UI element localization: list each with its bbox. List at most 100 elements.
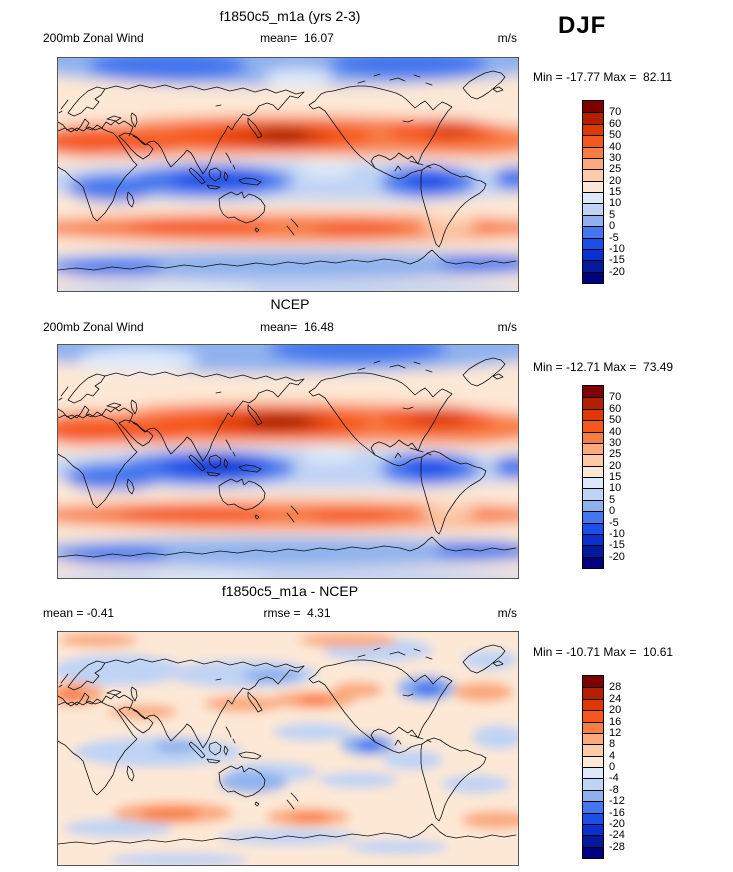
colorbar-tick-label: 60 — [609, 117, 622, 130]
colorbar-tick-label: 12 — [609, 726, 622, 739]
panel-model: f1850c5_m1a (yrs 2-3) 200mb Zonal Wind m… — [0, 0, 733, 292]
colorbar-tick-label: 25 — [609, 448, 622, 461]
map-diff-canvas — [58, 632, 518, 865]
colorbar-segment — [583, 744, 603, 756]
colorbar-segment — [583, 846, 603, 858]
map-obs-frame — [57, 344, 519, 579]
colorbar-tick-label: 24 — [609, 692, 622, 705]
colorbar-segment — [583, 420, 603, 432]
colorbar-segment — [583, 397, 603, 409]
colorbar-segment — [583, 271, 603, 283]
colorbar-tick-label: 50 — [609, 414, 622, 427]
colorbar-tick-label: 15 — [609, 186, 622, 198]
colorbar-segment — [583, 442, 603, 455]
colorbar-segment — [583, 556, 603, 568]
colorbar — [582, 675, 604, 859]
panel-model-units: m/s — [497, 31, 517, 45]
panel-diff: f1850c5_m1a - NCEP mean = -0.41 rmse = 4… — [0, 576, 733, 866]
colorbar-segment — [583, 755, 603, 767]
colorbar — [582, 385, 604, 569]
colorbar-tick-label: 0 — [609, 505, 616, 518]
colorbar-segment — [583, 789, 603, 802]
colorbar-segment — [583, 226, 603, 238]
colorbar-segment — [583, 248, 603, 261]
colorbar-tick-label: -20 — [609, 265, 625, 278]
colorbar-segment — [583, 801, 603, 813]
colorbar-segment — [583, 533, 603, 546]
colorbar-tick-label: 70 — [609, 106, 622, 119]
panel-model-colorbar: 70 60 50 40 30 25 20 15 10 5 0 -5 -10 -15 -20 — [582, 100, 652, 286]
colorbar-segment — [583, 465, 603, 477]
panel-model-title: f1850c5_m1a (yrs 2-3) — [219, 8, 361, 24]
colorbar-segment — [583, 169, 603, 181]
colorbar-segment — [583, 687, 603, 699]
colorbar-tick-label: -15 — [609, 254, 625, 267]
colorbar-tick-label: 0 — [609, 220, 616, 233]
colorbar-segment — [583, 812, 603, 824]
colorbar-segment — [583, 732, 603, 745]
colorbar-segment — [583, 112, 603, 124]
colorbar-tick-label: 20 — [609, 174, 622, 187]
colorbar-segment — [583, 203, 603, 215]
colorbar-tick-label: -20 — [609, 550, 625, 563]
colorbar-segment — [583, 101, 603, 113]
colorbar-tick-label: 16 — [609, 715, 622, 728]
colorbar-tick-label: 4 — [609, 749, 616, 762]
colorbar-segment — [583, 192, 603, 204]
panel-diff-rmse-stat: rmse = 4.31 — [263, 606, 331, 620]
colorbar-tick-label: -28 — [609, 840, 625, 853]
colorbar-segment — [583, 511, 603, 523]
colorbar-tick-label: -10 — [609, 527, 625, 540]
panel-obs-mean-stat: mean= 16.48 — [260, 320, 334, 334]
panel-obs: NCEP 200mb Zonal Wind mean= 16.48 m/s — [0, 288, 733, 579]
colorbar-segment — [583, 180, 603, 192]
colorbar-tick-label: -8 — [609, 783, 619, 796]
map-obs-canvas — [58, 345, 518, 578]
colorbar-tick-label: -24 — [609, 829, 625, 842]
panel-obs-units: m/s — [497, 320, 517, 334]
colorbar-segment — [583, 135, 603, 147]
colorbar-tick-label: 20 — [609, 459, 622, 472]
colorbar-segment — [583, 477, 603, 489]
colorbar-segment — [583, 778, 603, 790]
colorbar-tick-label: -16 — [609, 806, 625, 819]
panel-diff-units: m/s — [497, 606, 517, 620]
map-model-canvas — [58, 58, 518, 291]
map-diff-frame — [57, 631, 519, 866]
colorbar-tick-label: -10 — [609, 242, 625, 255]
panel-diff-title: f1850c5_m1a - NCEP — [221, 583, 359, 599]
colorbar-tick-label: -5 — [609, 231, 619, 244]
colorbar-tick-label: 15 — [609, 471, 622, 483]
panel-diff-mean-stat: mean = -0.41 — [43, 606, 115, 620]
colorbar-segment — [583, 522, 603, 534]
colorbar-segment — [583, 710, 603, 722]
colorbar-tick-label: -15 — [609, 539, 625, 552]
panel-obs-minmax: Min = -12.71 Max = 73.49 — [533, 360, 674, 374]
panel-model-mean-stat: mean= 16.07 — [260, 31, 334, 45]
colorbar-segment — [583, 676, 603, 688]
colorbar-tick-label: 50 — [609, 129, 622, 142]
colorbar-segment — [583, 260, 603, 272]
colorbar-segment — [583, 214, 603, 227]
colorbar-segment — [583, 767, 603, 779]
colorbar-tick-label: 30 — [609, 436, 622, 449]
colorbar-segment — [583, 146, 603, 158]
colorbar-tick-label: 28 — [609, 681, 622, 694]
colorbar-segment — [583, 386, 603, 398]
colorbar-tick-label: 8 — [609, 738, 616, 751]
panel-obs-field-label: 200mb Zonal Wind — [43, 320, 144, 334]
panel-diff-minmax: Min = -10.71 Max = 10.61 — [533, 645, 674, 659]
colorbar-tick-label: 30 — [609, 151, 622, 164]
colorbar-tick-label: -5 — [609, 516, 619, 529]
colorbar-tick-label: 25 — [609, 163, 622, 176]
colorbar-tick-label: 0 — [609, 761, 616, 773]
colorbar — [582, 100, 604, 284]
panel-obs-title: NCEP — [270, 296, 310, 312]
colorbar-segment — [583, 408, 603, 421]
colorbar-segment — [583, 454, 603, 466]
colorbar-segment — [583, 721, 603, 733]
map-model-frame — [57, 57, 519, 292]
colorbar-tick-label: -4 — [609, 772, 619, 785]
colorbar-tick-label: 40 — [609, 425, 622, 438]
